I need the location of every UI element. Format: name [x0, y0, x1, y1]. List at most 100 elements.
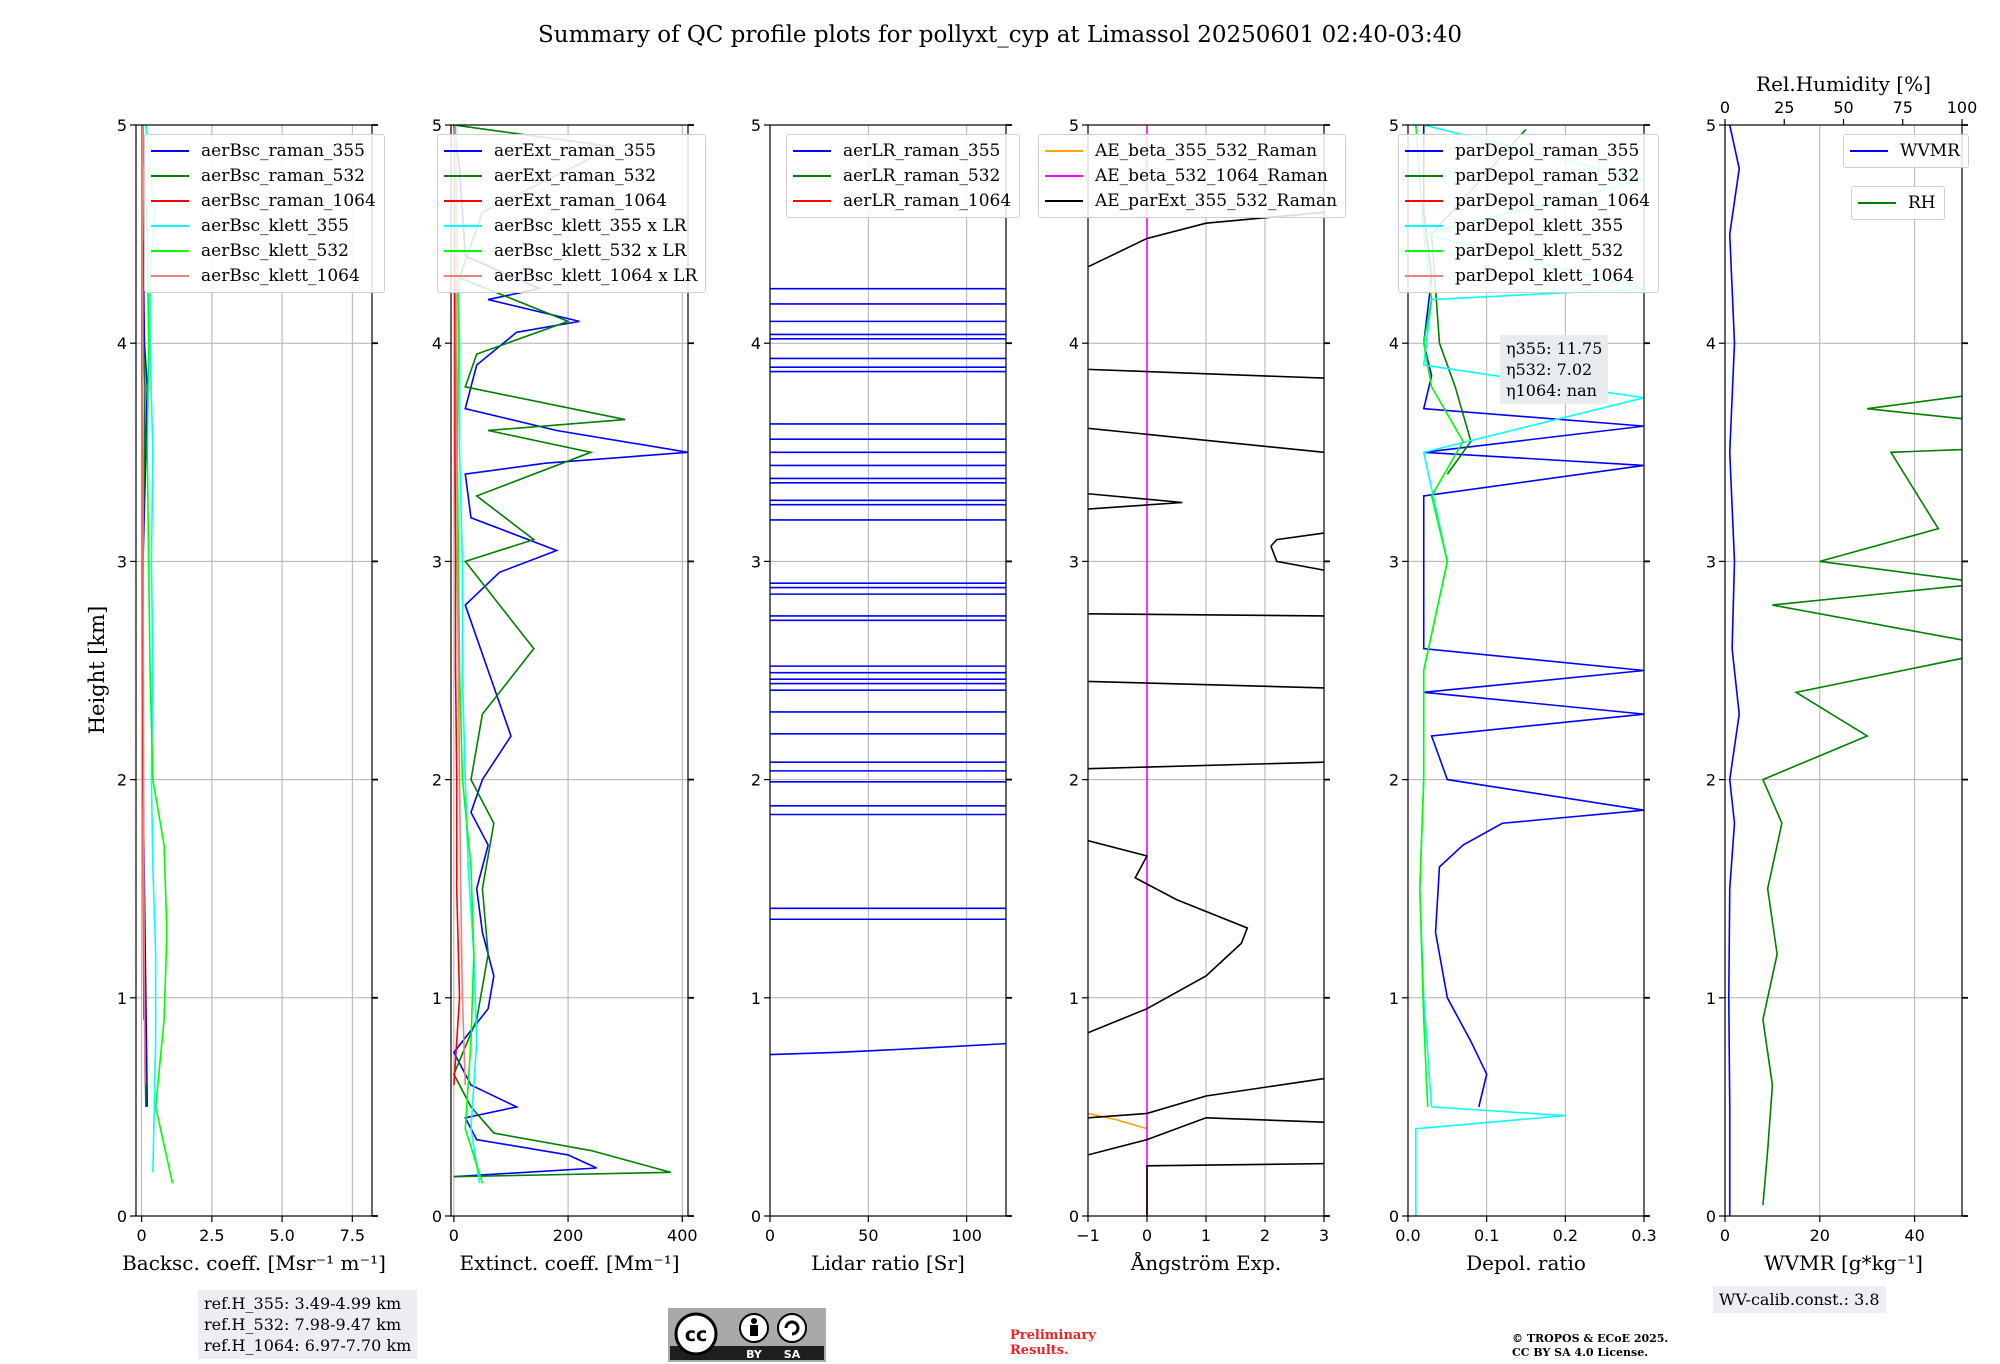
x-tick-label: 2 — [1260, 1226, 1270, 1245]
legend-entry: parDepol_klett_1064 — [1405, 263, 1650, 288]
legend-label: parDepol_klett_532 — [1455, 240, 1624, 261]
legend-panel-3: aerLR_raman_355 aerLR_raman_532 aerLR_rama… — [786, 134, 1021, 218]
y-tick-label: 5 — [432, 116, 442, 135]
panel-2: 0 200 400 0 1 2 3 4 5 Extinct. coeff. [Mm⁻¹] — [432, 116, 698, 1275]
x-axis-label: WVMR [g*kg⁻¹] — [1764, 1251, 1923, 1275]
eta-355: η355: 11.75 — [1506, 339, 1603, 358]
x-tick-label: 0 — [137, 1226, 147, 1245]
legend-swatch — [1858, 201, 1896, 204]
series-group — [1088, 125, 1324, 1216]
y-axis-label: Height [km] — [85, 606, 109, 735]
series-group — [770, 287, 1006, 1056]
series-segment-AE_parExt_355_532_Raman — [1088, 761, 1324, 770]
y-tick-label: 4 — [751, 334, 761, 353]
legend-swatch — [151, 174, 189, 177]
series-line-RH — [1761, 211, 1962, 1206]
y-tick-label: 2 — [432, 771, 442, 790]
legend-WVMR: WVMR — [1843, 134, 1969, 168]
y-tick-label: 1 — [751, 989, 761, 1008]
y-tick-label: 3 — [1389, 552, 1399, 571]
y-tick-label: 1 — [1706, 989, 1716, 1008]
top-tick-label: 0 — [1720, 98, 1730, 117]
legend-swatch — [1850, 149, 1888, 152]
top-axis-label: Rel.Humidity [%] — [1756, 72, 1931, 96]
y-tick-label: 4 — [1706, 334, 1716, 353]
x-tick-label: 1 — [1201, 1226, 1211, 1245]
x-tick-label: 400 — [667, 1226, 698, 1245]
legend-label: aerBsc_klett_1064 x LR — [494, 265, 698, 286]
legend-entry: aerExt_raman_532 — [444, 163, 697, 188]
legend-panel-2: aerExt_raman_355 aerExt_raman_532 aerExt_r… — [437, 134, 707, 293]
top-tick-label: 75 — [1893, 98, 1913, 117]
series-line-AE_parExt_355_532_Raman — [1146, 1162, 1324, 1216]
legend-label: aerBsc_klett_532 — [201, 240, 349, 261]
legend-swatch — [1405, 274, 1443, 277]
legend-swatch — [151, 224, 189, 227]
legend-swatch — [444, 174, 482, 177]
y-tick-label: 2 — [1389, 771, 1399, 790]
legend-swatch — [444, 224, 482, 227]
x-tick-label: 2.5 — [199, 1226, 224, 1245]
series-segment-AE_parExt_355_532_Raman — [1088, 680, 1324, 689]
series-segment-AE_parExt_355_532_Raman — [1088, 368, 1324, 379]
legend-label: parDepol_raman_532 — [1455, 165, 1640, 186]
y-tick-label: 5 — [1389, 116, 1399, 135]
legend-entry: aerExt_raman_355 — [444, 138, 697, 163]
legend-swatch — [793, 149, 831, 152]
x-tick-label: −1 — [1076, 1226, 1100, 1245]
y-tick-label: 3 — [117, 552, 127, 571]
series-line-aerBsc_klett_532 — [142, 125, 174, 1184]
x-tick-label: 0.2 — [1553, 1226, 1578, 1245]
y-tick-label: 4 — [432, 334, 442, 353]
x-tick-label: 0.1 — [1474, 1226, 1499, 1245]
y-tick-label: 1 — [117, 989, 127, 1008]
x-tick-label: 100 — [951, 1226, 982, 1245]
legend-panel-1: aerBsc_raman_355 aerBsc_raman_532 aerBsc_r… — [144, 134, 385, 293]
y-tick-label: 0 — [432, 1207, 442, 1226]
legend-entry: parDepol_raman_1064 — [1405, 188, 1650, 213]
series-segment-AE_parExt_355_532_Raman — [1088, 612, 1324, 617]
legend-entry: aerBsc_raman_532 — [151, 163, 376, 188]
eta-1064: η1064: nan — [1506, 381, 1597, 400]
legend-label: aerExt_raman_1064 — [494, 190, 667, 211]
x-tick-label: 0.3 — [1631, 1226, 1656, 1245]
axes-frame — [1407, 124, 1645, 1217]
legend-entry: WVMR — [1850, 138, 1960, 163]
y-tick-label: 5 — [117, 116, 127, 135]
y-tick-label: 0 — [751, 1207, 761, 1226]
legend-label: AE_beta_355_532_Raman — [1095, 140, 1318, 161]
legend-label: WVMR — [1900, 140, 1960, 161]
legend-entry: aerBsc_klett_1064 x LR — [444, 263, 697, 288]
axes-frame — [450, 124, 689, 1217]
legend-swatch — [151, 199, 189, 202]
legend-swatch — [1405, 224, 1443, 227]
panel-3: 0 50 100 0 1 2 3 4 5 Lidar ratio [Sr] — [751, 116, 1012, 1275]
preliminary-note: Preliminary Results. — [1010, 1328, 1096, 1358]
y-tick-label: 4 — [1389, 334, 1399, 353]
legend-swatch — [444, 274, 482, 277]
y-tick-label: 1 — [1389, 989, 1399, 1008]
axes-frame — [1724, 124, 1963, 1217]
series-segment-AE_parExt_355_532_Raman — [1270, 545, 1324, 571]
legend-entry: parDepol_klett_532 — [1405, 238, 1650, 263]
x-tick-label: 50 — [858, 1226, 878, 1245]
y-tick-label: 3 — [751, 552, 761, 571]
y-tick-label: 5 — [1069, 116, 1079, 135]
legend-entry: parDepol_klett_355 — [1405, 213, 1650, 238]
legend-label: aerLR_raman_355 — [843, 140, 1001, 161]
legend-label: AE_parExt_355_532_Raman — [1095, 190, 1338, 211]
legend-entry: aerBsc_klett_1064 — [151, 263, 376, 288]
wv-calib-box: WV-calib.const.: 3.8 — [1713, 1286, 1886, 1313]
legend-label: RH — [1908, 192, 1936, 213]
legend-label: aerBsc_raman_355 — [201, 140, 365, 161]
legend-label: aerLR_raman_532 — [843, 165, 1001, 186]
reference-height-box: ref.H_355: 3.49-4.99 km ref.H_532: 7.98-… — [198, 1290, 418, 1359]
legend-entry: parDepol_raman_532 — [1405, 163, 1650, 188]
series-line-aerBsc_klett_532 x LR — [454, 125, 484, 1184]
copyright-note: © TROPOS & ECoE 2025. CC BY SA 4.0 Licen… — [1512, 1332, 1669, 1359]
y-tick-label: 1 — [432, 989, 442, 1008]
axes-frame — [135, 124, 373, 1217]
y-tick-label: 0 — [1069, 1207, 1079, 1226]
legend-swatch — [151, 149, 189, 152]
legend-swatch — [793, 174, 831, 177]
